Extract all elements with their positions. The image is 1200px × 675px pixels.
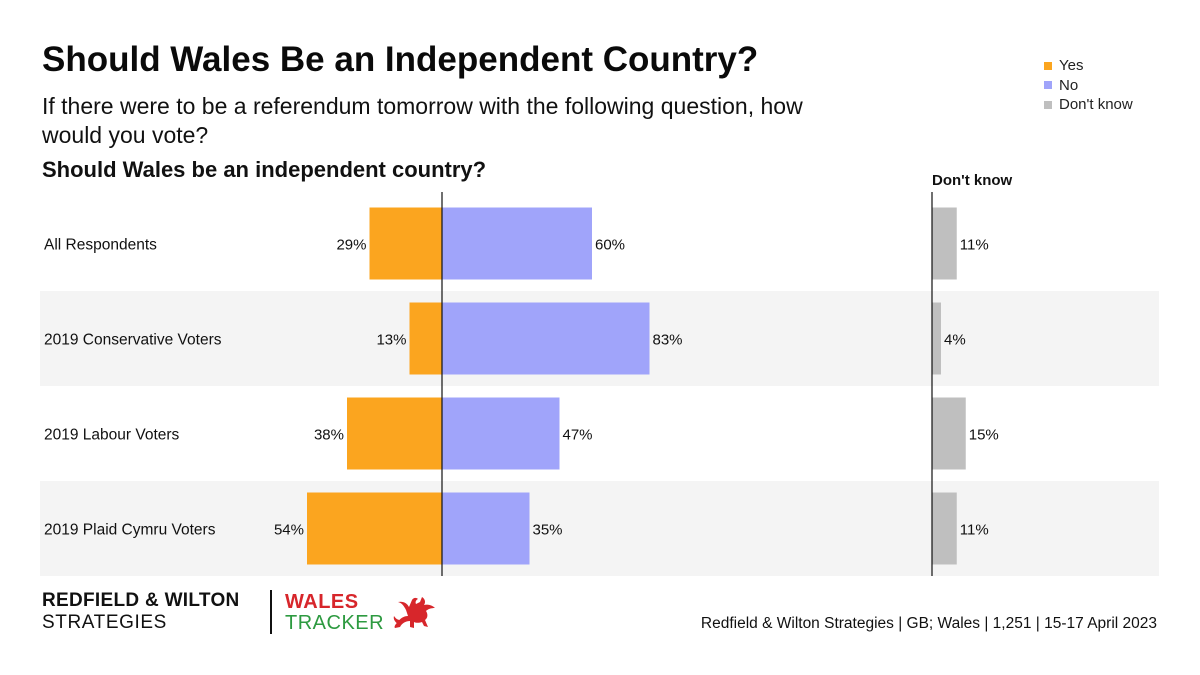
label-yes-4: 54%: [274, 522, 304, 539]
logo-divider: [270, 590, 272, 634]
label-yes-1: 29%: [336, 237, 366, 254]
tracker-line-2: TRACKER: [285, 612, 385, 634]
bar-dont-know-1: [932, 207, 957, 280]
welsh-dragon-icon: [393, 597, 435, 628]
label-no-1: 60%: [595, 237, 625, 254]
tracker-line-1: WALES: [285, 591, 359, 613]
legend-label-dont-know: Don't know: [1059, 96, 1133, 113]
bar-yes-1: [369, 207, 442, 280]
bar-no-3: [442, 397, 560, 470]
legend-item-dont-know: Don't know: [1044, 95, 1133, 115]
wales-tracker-logo: WALES TRACKER: [285, 592, 384, 634]
label-no-2: 83%: [653, 332, 683, 349]
legend-item-yes: Yes: [1044, 56, 1133, 76]
category-label-2: 2019 Conservative Voters: [44, 332, 222, 349]
legend-swatch-yes: [1044, 61, 1052, 70]
legend-swatch-no: [1044, 81, 1052, 90]
bar-dont-know-3: [932, 397, 966, 470]
bar-yes-4: [307, 492, 442, 565]
bar-dont-know-4: [932, 492, 957, 565]
chart-subtitle: If there were to be a referendum tomorro…: [42, 93, 803, 148]
category-label-4: 2019 Plaid Cymru Voters: [44, 522, 216, 539]
label-dont-know-3: 15%: [969, 427, 999, 444]
label-no-4: 35%: [533, 522, 563, 539]
survey-question: Should Wales be an independent country?: [42, 157, 487, 182]
category-label-3: 2019 Labour Voters: [44, 427, 180, 444]
bar-no-2: [442, 302, 650, 375]
legend: Yes No Don't know: [1044, 56, 1133, 115]
legend-label-no: No: [1059, 76, 1079, 94]
bar-yes-3: [347, 397, 442, 470]
label-yes-3: 38%: [314, 427, 344, 444]
dont-know-column-header: Don't know: [932, 172, 1013, 189]
logo-line-2: STRATEGIES: [42, 612, 167, 633]
legend-label-yes: Yes: [1059, 57, 1084, 74]
label-dont-know-2: 4%: [944, 332, 966, 349]
legend-item-no: No: [1044, 76, 1133, 96]
redfield-wilton-logo: REDFIELD & WILTON STRATEGIES: [42, 590, 240, 634]
legend-swatch-dont-know: [1044, 100, 1052, 109]
label-yes-2: 13%: [376, 332, 406, 349]
label-no-3: 47%: [563, 427, 593, 444]
chart-title: Should Wales Be an Independent Country?: [42, 40, 759, 79]
label-dont-know-4: 11%: [960, 522, 989, 539]
bar-dont-know-2: [932, 302, 941, 375]
row-band-4: [40, 481, 1159, 576]
bar-no-4: [442, 492, 530, 565]
category-label-1: All Respondents: [44, 237, 157, 254]
label-dont-know-1: 11%: [960, 237, 989, 254]
source-note: Redfield & Wilton Strategies | GB; Wales…: [700, 615, 1157, 632]
logo-line-1: REDFIELD & WILTON: [42, 590, 240, 611]
bar-no-1: [442, 207, 592, 280]
bar-yes-2: [409, 302, 442, 375]
